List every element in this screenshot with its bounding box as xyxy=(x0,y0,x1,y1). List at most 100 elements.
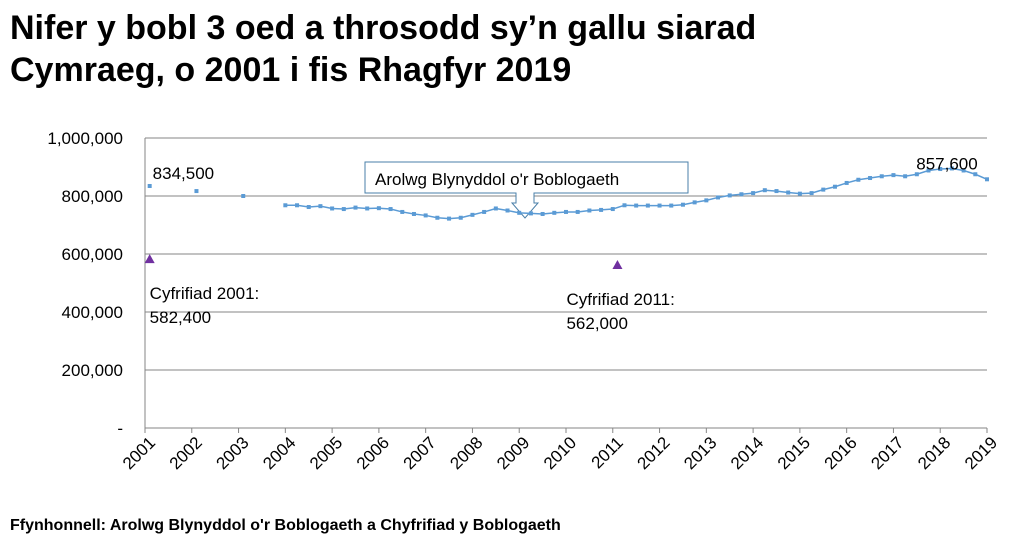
marker xyxy=(587,208,592,213)
marker xyxy=(540,211,545,216)
data-label: 582,400 xyxy=(150,308,211,327)
y-tick-label: 200,000 xyxy=(62,361,123,380)
marker xyxy=(985,177,989,182)
marker xyxy=(891,173,896,178)
data-label: 834,500 xyxy=(153,164,214,183)
marker xyxy=(400,209,405,214)
marker xyxy=(147,183,152,188)
marker xyxy=(832,184,837,189)
marker xyxy=(376,206,381,211)
callout-box xyxy=(364,161,689,219)
marker xyxy=(938,167,943,172)
marker xyxy=(241,194,246,198)
marker xyxy=(716,195,721,200)
marker xyxy=(365,206,370,211)
point-name: Cyfrifiad 2011: xyxy=(566,290,674,309)
marker xyxy=(797,191,802,196)
x-tick-label: 2006 xyxy=(353,433,393,473)
marker xyxy=(447,216,452,221)
x-tick-label: 2014 xyxy=(727,433,767,473)
marker xyxy=(493,206,498,211)
x-tick-label: 2013 xyxy=(680,433,720,473)
marker xyxy=(844,180,849,185)
data-label: 562,000 xyxy=(566,314,627,333)
marker xyxy=(961,168,966,173)
marker xyxy=(739,192,744,197)
marker xyxy=(622,203,627,208)
x-tick-label: 2015 xyxy=(774,433,814,473)
x-tick-label: 2001 xyxy=(119,433,159,473)
x-tick-label: 2016 xyxy=(821,433,861,473)
marker xyxy=(306,205,311,210)
x-tick-label: 2004 xyxy=(259,433,299,473)
marker xyxy=(341,207,346,212)
marker xyxy=(435,215,440,220)
marker xyxy=(330,206,335,211)
y-tick-label: 800,000 xyxy=(62,187,123,206)
marker xyxy=(610,207,615,212)
marker xyxy=(704,198,709,203)
x-tick-label: 2012 xyxy=(634,433,674,473)
marker xyxy=(505,208,510,213)
marker xyxy=(879,174,884,179)
source: Ffynhonnell: Arolwg Blynyddol o'r Boblog… xyxy=(10,517,561,534)
marker xyxy=(762,188,767,193)
marker xyxy=(856,177,861,182)
marker xyxy=(528,211,533,216)
point-name: Cyfrifiad 2001: xyxy=(150,284,260,303)
marker xyxy=(612,260,623,270)
x-tick-label: 2005 xyxy=(306,433,346,473)
marker xyxy=(388,207,393,212)
marker xyxy=(353,205,358,210)
marker xyxy=(868,176,873,181)
x-tick-label: 2009 xyxy=(493,433,533,473)
marker xyxy=(657,203,662,208)
marker xyxy=(318,204,323,209)
x-tick-label: 2002 xyxy=(166,433,206,473)
marker xyxy=(645,203,650,208)
marker xyxy=(774,189,779,194)
data-label: 857,600 xyxy=(916,154,977,173)
x-tick-label: 2007 xyxy=(400,433,440,473)
marker xyxy=(786,190,791,195)
chart-title: Cymraeg, o 2001 i fis Rhagfyr 2019 xyxy=(10,51,571,89)
x-tick-label: 2010 xyxy=(540,433,580,473)
marker xyxy=(727,193,732,198)
marker xyxy=(283,203,288,208)
x-tick-label: 2003 xyxy=(213,433,253,473)
marker xyxy=(552,210,557,215)
marker xyxy=(821,187,826,192)
marker xyxy=(575,209,580,214)
marker xyxy=(423,213,428,218)
marker xyxy=(517,210,522,215)
chart-title: Nifer y bobl 3 oed a throsodd sy’n gallu… xyxy=(10,9,756,47)
marker xyxy=(926,168,931,173)
marker xyxy=(564,209,568,214)
x-tick-label: 2008 xyxy=(446,433,486,473)
y-tick-label: 1,000,000 xyxy=(47,129,123,148)
marker xyxy=(680,202,685,207)
y-tick-label: - xyxy=(117,419,123,438)
x-tick-label: 2019 xyxy=(961,433,1001,473)
marker xyxy=(470,212,475,217)
marker xyxy=(411,211,416,216)
marker xyxy=(692,200,697,205)
marker xyxy=(634,203,639,208)
callout: Arolwg Blynyddol o'r Boblogaeth xyxy=(364,161,689,219)
marker xyxy=(751,191,756,196)
marker xyxy=(144,254,155,264)
callout-text: Arolwg Blynyddol o'r Boblogaeth xyxy=(375,170,619,189)
marker xyxy=(973,172,978,177)
marker xyxy=(903,174,908,179)
x-tick-label: 2011 xyxy=(588,433,627,472)
marker xyxy=(458,215,463,220)
marker xyxy=(194,189,199,194)
marker xyxy=(599,207,604,212)
marker xyxy=(669,203,674,208)
marker xyxy=(809,191,814,196)
y-tick-label: 400,000 xyxy=(62,303,123,322)
marker xyxy=(295,203,300,208)
marker xyxy=(914,172,919,177)
marker xyxy=(482,209,487,214)
